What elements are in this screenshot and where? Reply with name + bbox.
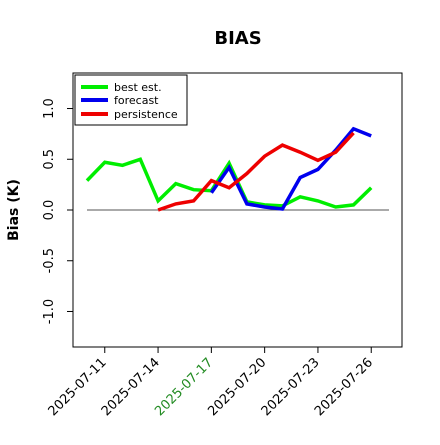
series-line-persistence xyxy=(157,131,355,212)
y-axis-label: Bias (K) xyxy=(6,179,22,241)
legend-label-forecast: forecast xyxy=(114,94,159,107)
y-tick-label: 1.0 xyxy=(42,98,57,119)
series-line-best-est xyxy=(85,157,373,209)
legend: best est. forecast persistence xyxy=(74,74,188,126)
chart-title: BIAS xyxy=(214,28,261,49)
legend-label-persistence: persistence xyxy=(114,108,178,121)
y-axis: -1.0 -0.5 0.0 0.5 1.0 xyxy=(42,98,73,324)
y-tick-label: -1.0 xyxy=(42,299,57,324)
x-axis: 2025-07-112025-07-142025-07-172025-07-20… xyxy=(46,347,376,419)
series-line-forecast xyxy=(209,126,372,211)
y-tick-label: 0.5 xyxy=(42,149,57,170)
legend-label-best-est: best est. xyxy=(114,81,162,94)
y-tick-label: 0.0 xyxy=(42,200,57,221)
series-layer xyxy=(85,126,373,212)
y-tick-label: -0.5 xyxy=(42,248,57,273)
